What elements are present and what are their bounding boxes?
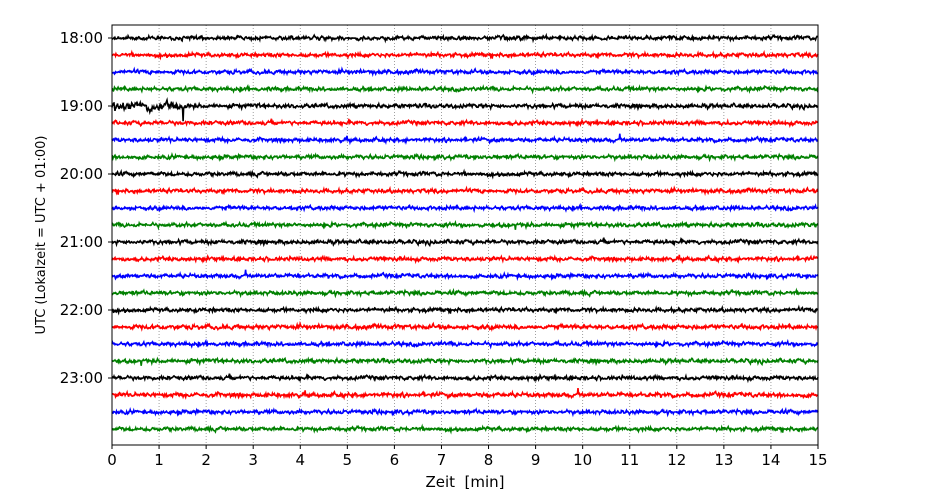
x-tick-label: 12 xyxy=(667,451,686,469)
x-axis-label: Zeit [min] xyxy=(425,473,504,491)
x-tick-label: 7 xyxy=(437,451,447,469)
y-axis: 18:00 19:00 20:00 21:00 22:00 23:00 xyxy=(60,29,112,387)
trace-1945 xyxy=(111,151,819,163)
x-tick-label: 11 xyxy=(620,451,639,469)
x-tick-label: 15 xyxy=(808,451,827,469)
trace-1930 xyxy=(111,133,819,146)
y-tick-label: 20:00 xyxy=(60,165,103,183)
trace-1815 xyxy=(111,49,819,61)
y-axis-label: UTC (Lokalzeit = UTC + 01:00) xyxy=(34,136,49,335)
trace-2330 xyxy=(111,406,819,418)
x-tick-label: 8 xyxy=(484,451,494,469)
x-tick-label: 6 xyxy=(390,451,400,469)
trace-2345 xyxy=(111,423,819,435)
trace-2245 xyxy=(111,356,819,367)
trace-2000 xyxy=(111,168,819,180)
x-tick-label: 1 xyxy=(154,451,164,469)
trace-2015 xyxy=(111,185,819,197)
x-tick-label: 5 xyxy=(343,451,353,469)
trace-2315 xyxy=(111,388,819,401)
x-tick-label: 2 xyxy=(201,451,211,469)
plot-frame xyxy=(111,24,819,446)
trace-2130 xyxy=(111,269,819,282)
y-tick-label: 18:00 xyxy=(60,29,103,47)
traces xyxy=(111,32,819,435)
y-tick-label: 19:00 xyxy=(60,97,103,115)
x-tick-label: 4 xyxy=(295,451,305,469)
trace-1915 xyxy=(111,117,819,129)
trace-2115 xyxy=(111,254,819,265)
trace-2230 xyxy=(111,338,819,350)
x-tick-label: 3 xyxy=(248,451,258,469)
trace-1845 xyxy=(111,84,819,95)
x-tick-label: 0 xyxy=(107,451,117,469)
y-tick-label: 22:00 xyxy=(60,301,103,319)
grid-lines xyxy=(158,25,772,445)
x-tick-label: 9 xyxy=(531,451,541,469)
x-tick-label: 14 xyxy=(761,451,780,469)
y-tick-label: 23:00 xyxy=(60,369,103,387)
x-tick-label: 13 xyxy=(714,451,733,469)
x-axis: 0 1 2 3 4 5 6 7 8 9 10 11 12 13 14 15 xyxy=(107,445,828,469)
trace-2300 xyxy=(111,372,819,384)
trace-2100 xyxy=(111,236,819,248)
trace-2200 xyxy=(111,304,819,316)
trace-2030 xyxy=(111,202,819,214)
trace-1800 xyxy=(111,32,819,44)
trace-2145 xyxy=(111,287,819,299)
trace-1900 xyxy=(111,97,819,122)
trace-2045 xyxy=(111,219,819,231)
trace-1830 xyxy=(111,66,819,78)
x-tick-label: 10 xyxy=(573,451,592,469)
trace-2215 xyxy=(111,320,819,332)
y-tick-label: 21:00 xyxy=(60,233,103,251)
